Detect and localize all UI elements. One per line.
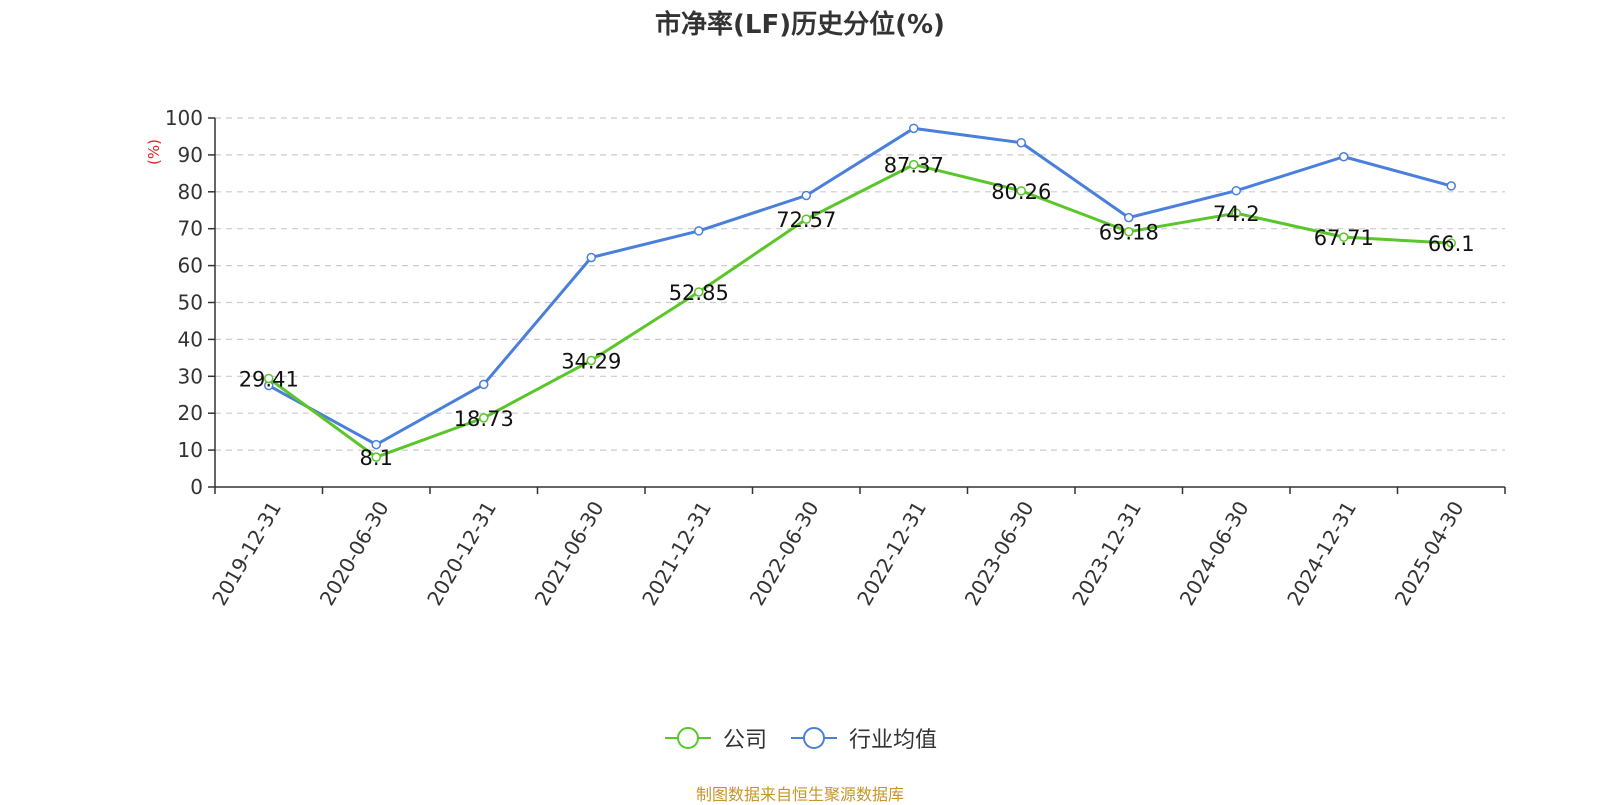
x-tick-label: 2020-12-31 [422,497,501,610]
y-tick-label: 30 [178,364,203,388]
data-label: 29.41 [239,367,299,391]
data-labels: 29.41 8.1 18.73 34.29 52.85 72.57 87.37 80.26 69… [239,154,1475,471]
legend-industry-avg-label: 行业均值 [849,728,938,753]
company-point[interactable] [801,214,811,224]
y-tick-label: 20 [178,401,203,425]
company-point[interactable] [694,287,704,297]
industry-avg-point[interactable] [1446,181,1456,191]
x-tick-label: 2020-06-30 [315,497,394,610]
x-tick-label: 2025-04-30 [1390,497,1469,610]
industry-avg-point[interactable] [1231,185,1241,196]
company-point[interactable] [371,452,381,462]
industry-avg-point[interactable] [371,439,381,450]
series-lines [264,123,1456,462]
industry-avg-point[interactable] [694,226,704,236]
x-tick-label: 2022-06-30 [745,497,824,610]
legend-company-line-icon [664,727,711,749]
y-tick-label: 0 [190,475,203,499]
x-tick-label: 2022-12-31 [852,497,931,610]
company-point[interactable] [264,373,274,384]
x-tick-label: 2023-06-30 [960,497,1039,610]
y-tick-label: 80 [178,180,203,204]
industry-avg-point[interactable] [1339,151,1349,162]
data-label: 34.29 [561,349,621,373]
company-point[interactable] [1124,226,1134,237]
y-tick-label: 70 [178,217,203,241]
data-label: 69.18 [1099,221,1159,245]
company-point[interactable] [1016,186,1026,196]
y-axis-label: (%) [145,139,163,165]
series-industry-avg-line [268,126,1452,447]
y-tick-label: 60 [178,254,203,278]
source-note: 制图数据来自恒生聚源数据库 [695,785,904,804]
legend-item-industry-avg[interactable]: 行业均值 [789,722,937,754]
y-tick-label: 100 [165,106,203,130]
company-point[interactable] [1231,208,1241,218]
data-label: 8.1 [360,446,393,470]
y-tick-label: 40 [178,327,203,351]
data-label: 52.85 [669,281,729,305]
legend-industry-line-icon [791,727,837,749]
x-tick-label: 2023-12-31 [1067,497,1146,610]
x-tick-label: 2021-12-31 [637,497,716,610]
industry-avg-point[interactable] [909,123,919,134]
data-label: 67.71 [1314,226,1374,250]
legend-company-label: 公司 [722,728,767,753]
x-tick-label: 2024-12-31 [1282,497,1361,610]
company-point[interactable] [1339,232,1349,242]
legend: 公司 行业均值 [0,722,1600,754]
company-point[interactable] [909,159,919,170]
data-label: 87.37 [884,154,944,178]
data-label: 66.1 [1428,232,1475,256]
x-tick-label: 2019-12-31 [207,497,286,610]
company-point[interactable] [479,413,489,423]
chart-title: 市净率(LF)历史分位(%) [655,10,945,40]
y-tick-label: 10 [178,438,203,462]
x-tick-label: 2021-06-30 [530,497,609,610]
industry-avg-point[interactable] [479,379,489,390]
industry-avg-point[interactable] [1124,212,1134,223]
axes: 0 10 20 30 40 50 60 70 80 90 100 2019-12-31 2020-06-… [145,106,1506,610]
legend-item-company[interactable]: 公司 [663,722,767,754]
data-label: 74.2 [1213,202,1260,226]
series-company-line [267,163,1452,459]
industry-avg-point[interactable] [1016,137,1026,148]
data-label: 18.73 [454,407,514,431]
y-tick-label: 90 [178,143,203,167]
x-tick-label: 2024-06-30 [1175,497,1254,610]
company-point[interactable] [1446,238,1456,248]
data-label: 80.26 [991,180,1051,204]
industry-avg-point[interactable] [801,190,811,201]
data-label: 72.57 [776,208,836,232]
y-tick-label: 50 [178,291,203,315]
industry-avg-point[interactable] [586,252,596,263]
company-point[interactable] [586,355,596,366]
